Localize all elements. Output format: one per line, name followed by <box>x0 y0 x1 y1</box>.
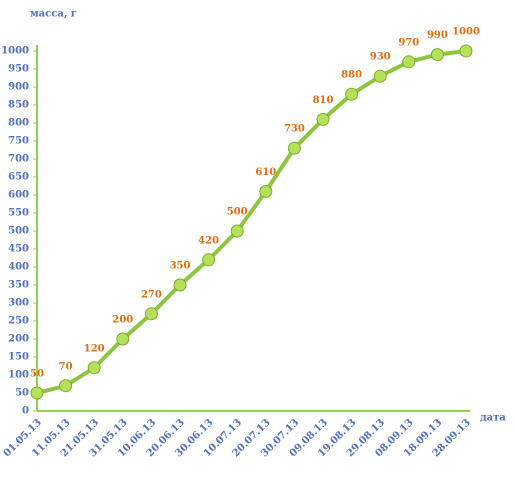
data-point <box>259 184 273 198</box>
y-tick-label: 950 <box>8 64 29 75</box>
data-label: 50 <box>30 369 44 380</box>
y-tick-label: 50 <box>15 388 29 399</box>
data-point <box>59 379 73 393</box>
y-tick-label: 750 <box>8 136 29 147</box>
data-point <box>202 253 216 267</box>
y-tick-label: 450 <box>8 244 29 255</box>
y-tick-label: 1000 <box>1 46 29 57</box>
data-label: 730 <box>284 124 305 135</box>
data-point <box>144 307 158 321</box>
data-point <box>316 112 330 126</box>
data-label: 70 <box>59 361 73 372</box>
y-tick-label: 300 <box>8 298 29 309</box>
y-axis-title: масса, г <box>30 9 77 20</box>
y-tick-label: 400 <box>8 262 29 273</box>
data-point <box>87 361 101 375</box>
data-point <box>373 69 387 83</box>
y-tick-label: 700 <box>8 154 29 165</box>
data-label: 200 <box>112 315 133 326</box>
y-tick-label: 900 <box>8 82 29 93</box>
data-label: 970 <box>398 37 419 48</box>
y-tick-label: 350 <box>8 280 29 291</box>
data-point <box>402 55 416 69</box>
y-tick-label: 0 <box>22 406 29 417</box>
data-line <box>36 49 467 395</box>
data-point <box>173 278 187 292</box>
data-label: 350 <box>170 261 191 272</box>
data-label: 610 <box>255 167 276 178</box>
y-tick-label: 200 <box>8 334 29 345</box>
data-label: 810 <box>313 95 334 106</box>
data-point <box>459 44 473 58</box>
data-label: 420 <box>198 235 219 246</box>
y-tick-label: 550 <box>8 208 29 219</box>
data-label: 880 <box>341 70 362 81</box>
data-point <box>345 87 359 101</box>
data-label: 120 <box>84 343 105 354</box>
y-tick-label: 500 <box>8 226 29 237</box>
data-label: 500 <box>227 207 248 218</box>
data-point <box>430 48 444 62</box>
data-label: 1000 <box>452 27 480 38</box>
data-point <box>30 386 44 400</box>
data-label: 270 <box>141 289 162 300</box>
data-point <box>116 332 130 346</box>
y-tick-label: 650 <box>8 172 29 183</box>
data-label: 930 <box>370 52 391 63</box>
y-tick-label: 850 <box>8 100 29 111</box>
y-tick-label: 100 <box>8 370 29 381</box>
data-label: 990 <box>427 30 448 41</box>
y-tick-label: 600 <box>8 190 29 201</box>
data-point <box>287 141 301 155</box>
y-tick-label: 150 <box>8 352 29 363</box>
y-tick-label: 800 <box>8 118 29 129</box>
x-axis-title: дата <box>480 413 506 424</box>
data-point <box>230 224 244 238</box>
y-tick-label: 250 <box>8 316 29 327</box>
